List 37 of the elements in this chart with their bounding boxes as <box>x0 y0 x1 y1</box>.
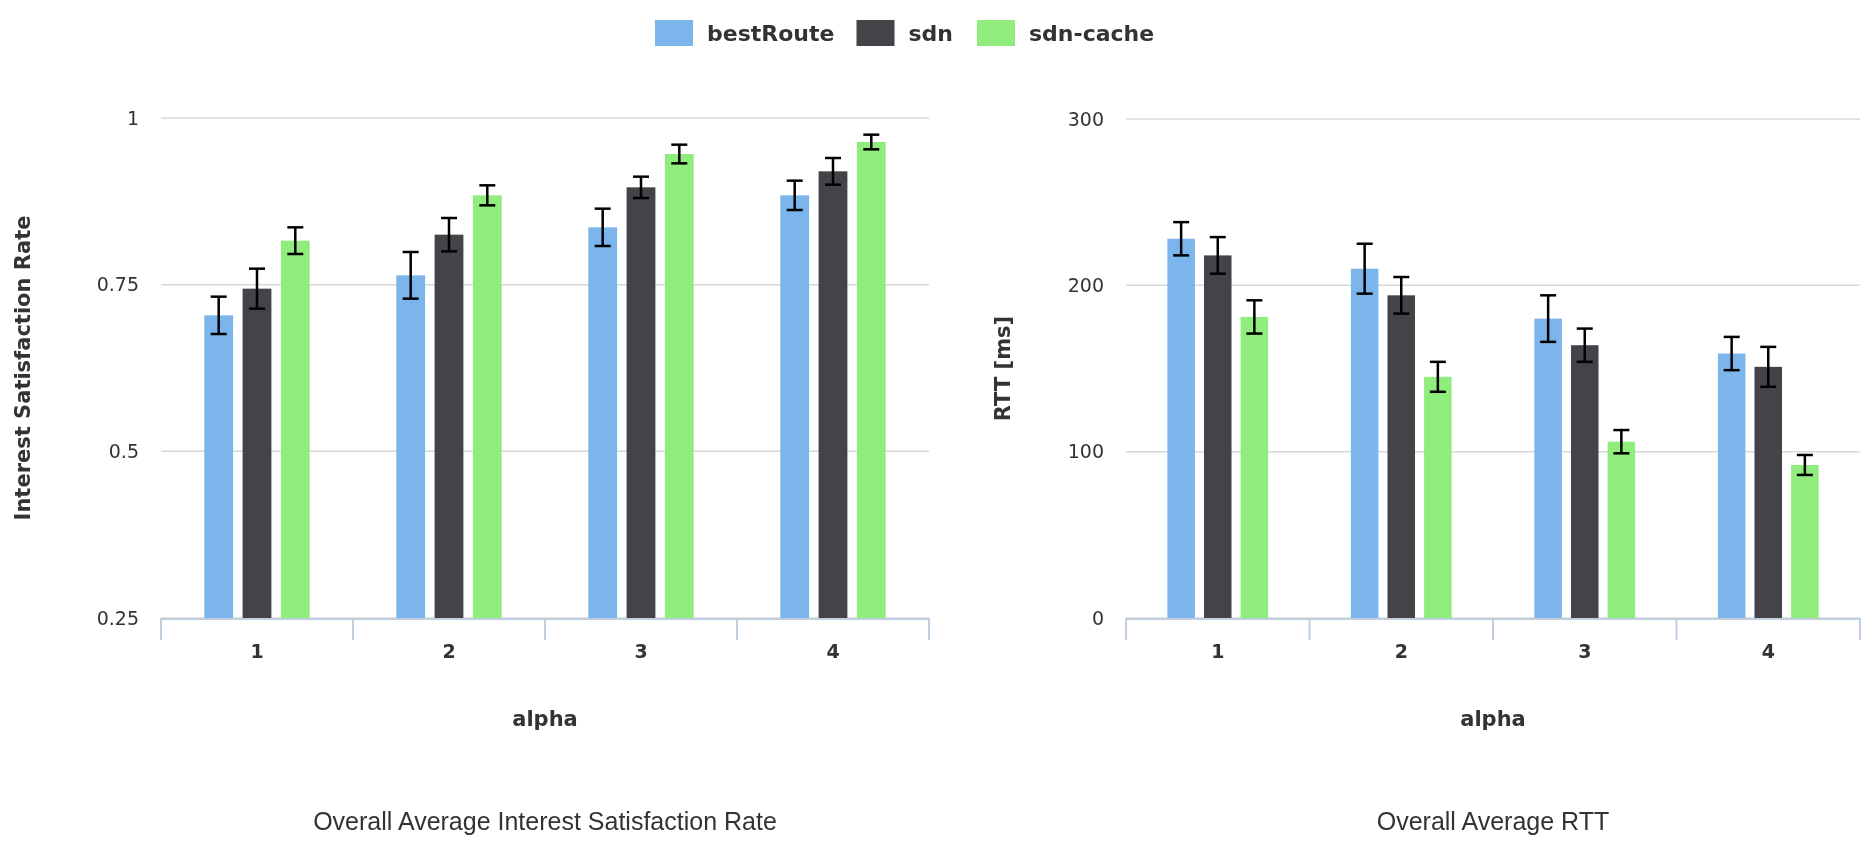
x-tick-label: 1 <box>250 640 264 662</box>
y-tick-label: 0.75 <box>96 273 139 296</box>
text: Overall Average Interest Satisfaction Rate <box>313 807 777 835</box>
x-tick-label: 3 <box>1578 640 1592 662</box>
x-tick-label: 3 <box>634 640 648 662</box>
y-tick-label: 0 <box>1091 606 1104 629</box>
x-tick-label: 4 <box>826 640 840 662</box>
x-axis-title: alpha <box>512 707 578 731</box>
legend-label: bestRoute <box>707 20 835 46</box>
y-axis-title: Interest Satisfaction Rate <box>11 215 35 521</box>
legend-label: sdn-cache <box>1029 20 1155 46</box>
bar <box>1534 318 1562 618</box>
bar <box>1350 268 1379 618</box>
x-tick-label: 1 <box>1211 640 1225 662</box>
x-tick-label: 2 <box>1394 640 1408 662</box>
x-axis-title: alpha <box>1460 707 1526 731</box>
y-tick-label: 300 <box>1067 107 1104 130</box>
bar <box>1240 316 1269 618</box>
y-tick-label: 200 <box>1067 273 1104 296</box>
bar <box>1607 441 1636 618</box>
bar <box>1717 353 1746 618</box>
bar <box>1791 464 1819 618</box>
x-tick-label: 4 <box>1761 640 1775 662</box>
y-tick-label: 0.5 <box>108 439 139 462</box>
legend-label: sdn <box>908 20 954 46</box>
y-tick-label: 100 <box>1067 440 1104 463</box>
bar <box>1424 376 1452 618</box>
bar <box>1387 295 1416 618</box>
text: Overall Average RTT <box>1376 807 1610 835</box>
y-tick-label: 1 <box>126 106 139 129</box>
bar <box>1203 255 1232 618</box>
bar <box>1167 238 1195 618</box>
x-tick-label: 2 <box>442 640 456 662</box>
y-tick-label: 0.25 <box>96 606 139 629</box>
bar <box>1570 345 1599 618</box>
bar <box>1754 366 1783 618</box>
y-axis-title: RTT [ms] <box>991 315 1015 422</box>
